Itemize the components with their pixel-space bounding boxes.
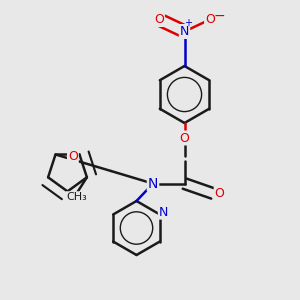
Text: N: N — [148, 177, 158, 190]
Text: CH₃: CH₃ — [66, 192, 87, 202]
Text: O: O — [68, 150, 78, 164]
Text: +: + — [184, 18, 192, 28]
Text: −: − — [213, 9, 225, 23]
Text: O: O — [215, 187, 224, 200]
Text: O: O — [205, 13, 215, 26]
Text: N: N — [159, 206, 168, 219]
Text: N: N — [180, 25, 189, 38]
Text: O: O — [154, 13, 164, 26]
Text: O: O — [180, 131, 189, 145]
